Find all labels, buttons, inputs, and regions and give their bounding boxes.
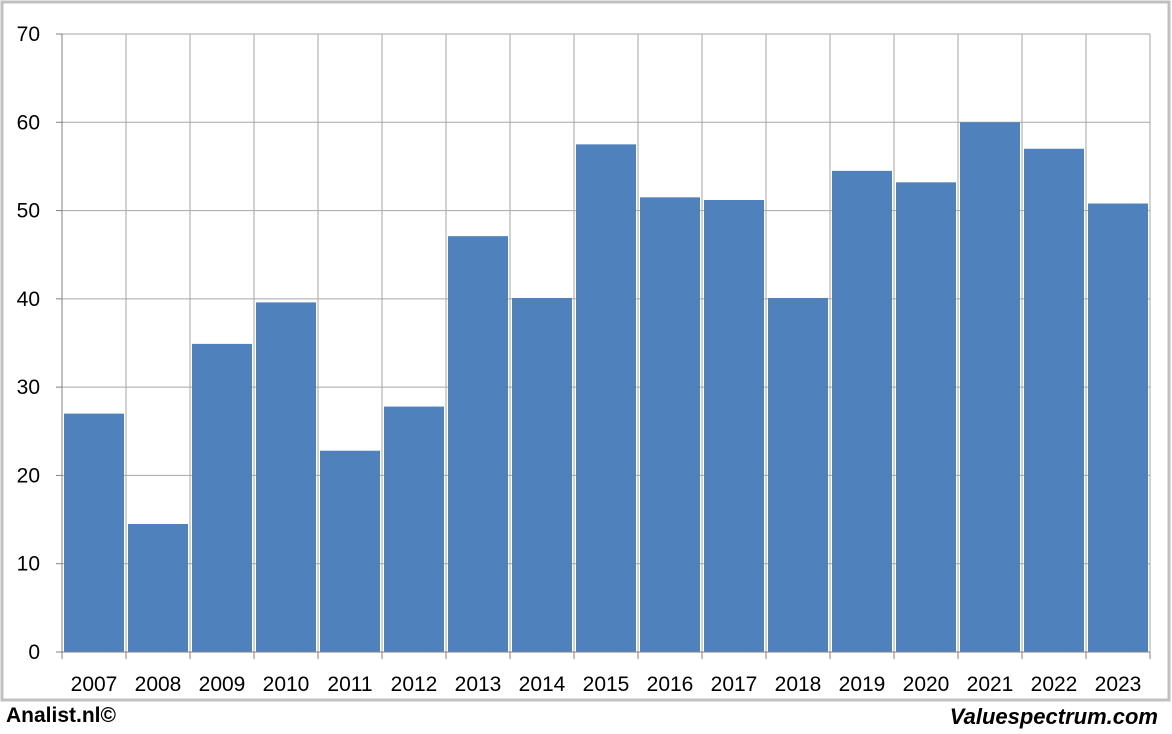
x-tick-label: 2008: [135, 673, 182, 696]
bar-2018: [768, 297, 828, 652]
y-tick-label: 50: [17, 200, 40, 223]
bar-2019: [832, 170, 892, 653]
x-tick-label: 2010: [263, 673, 310, 696]
x-tick-label: 2019: [839, 673, 886, 696]
x-tick-label: 2022: [1031, 673, 1078, 696]
x-tick-label: 2018: [775, 673, 822, 696]
y-tick-label: 20: [17, 464, 40, 487]
bar-2008: [128, 523, 188, 652]
bar-2013: [448, 236, 508, 652]
footer-source-right: Valuespectrum.com: [949, 704, 1158, 729]
bar-2017: [704, 199, 764, 652]
footer-source-left: Analist.nl©: [6, 704, 116, 727]
bar-2007: [64, 413, 124, 652]
x-tick-label: 2023: [1095, 673, 1142, 696]
bar-2014: [512, 297, 572, 652]
x-tick-label: 2012: [391, 673, 438, 696]
y-tick-label: 0: [28, 641, 40, 664]
x-tick-label: 2021: [967, 673, 1014, 696]
bar-2009: [192, 343, 252, 652]
bar-2010: [256, 302, 316, 652]
y-tick-label: 70: [17, 23, 40, 46]
y-tick-label: 30: [17, 376, 40, 399]
bar-2015: [576, 144, 636, 652]
x-tick-label: 2007: [71, 673, 118, 696]
y-tick-label: 10: [17, 553, 40, 576]
y-tick-label: 40: [17, 288, 40, 311]
y-tick-label: 60: [17, 111, 40, 134]
bar-2012: [384, 406, 444, 652]
x-tick-label: 2020: [903, 673, 950, 696]
bar-2023: [1088, 203, 1148, 652]
x-tick-label: 2016: [647, 673, 694, 696]
x-tick-label: 2017: [711, 673, 758, 696]
bar-2011: [320, 450, 380, 652]
x-tick-label: 2009: [199, 673, 246, 696]
bar-2022: [1024, 148, 1084, 652]
x-tick-label: 2013: [455, 673, 502, 696]
bar-2016: [640, 197, 700, 653]
bar-2020: [896, 182, 956, 652]
bar-2021: [960, 122, 1020, 653]
x-tick-label: 2015: [583, 673, 630, 696]
x-tick-label: 2011: [327, 673, 372, 696]
x-tick-label: 2014: [519, 673, 566, 696]
